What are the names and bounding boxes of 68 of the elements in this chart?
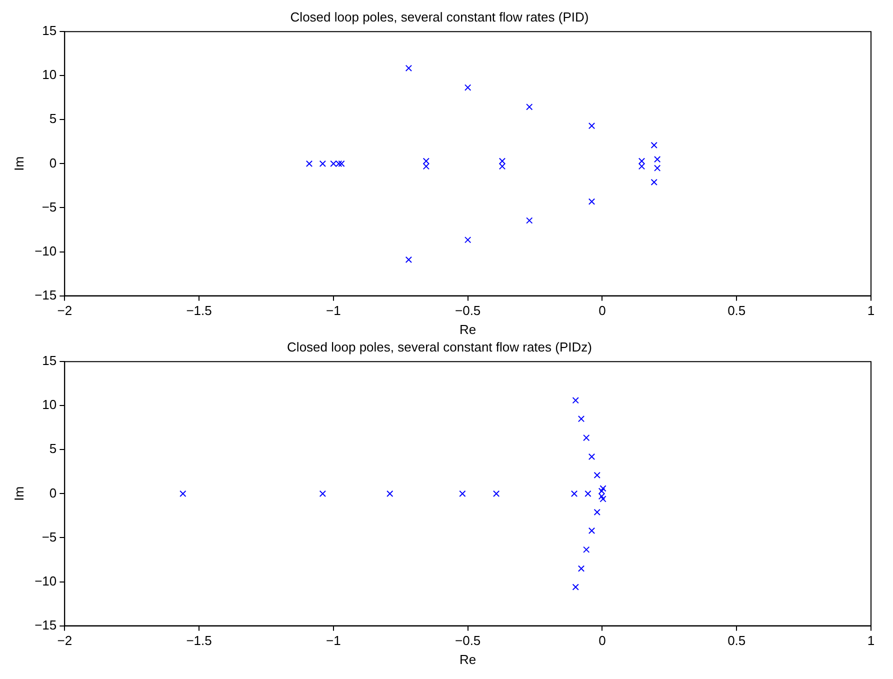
point bbox=[464, 236, 472, 244]
y-axis-title: Im bbox=[11, 486, 26, 501]
point bbox=[459, 490, 466, 498]
point bbox=[526, 104, 533, 110]
y-tick-label: −10 bbox=[34, 573, 57, 588]
point bbox=[578, 416, 585, 422]
y-tick-label: 15 bbox=[42, 353, 57, 368]
point bbox=[335, 160, 342, 168]
x-tick-label: −1.5 bbox=[186, 633, 212, 648]
point bbox=[180, 490, 186, 498]
y-tick-label: 10 bbox=[42, 397, 57, 412]
point bbox=[464, 84, 472, 91]
point bbox=[526, 217, 533, 224]
point bbox=[405, 64, 412, 72]
x-axis-title: Re bbox=[460, 322, 476, 337]
y-tick-label: −15 bbox=[34, 617, 57, 632]
y-tick-label: −5 bbox=[42, 529, 57, 544]
x-axis-title: Re bbox=[460, 652, 476, 667]
x-tick-label: −2 bbox=[57, 633, 72, 648]
point bbox=[588, 527, 596, 534]
y-axis-title: Im bbox=[11, 156, 26, 171]
y-tick-label: −15 bbox=[34, 287, 57, 302]
x-tick-label: 0 bbox=[598, 633, 606, 648]
point bbox=[584, 490, 592, 498]
point bbox=[654, 164, 661, 172]
point bbox=[492, 490, 500, 498]
point bbox=[650, 142, 658, 149]
chart-title: Closed loop poles, several constant flow rates (PID) bbox=[290, 9, 589, 24]
point bbox=[583, 434, 590, 442]
point bbox=[330, 160, 337, 168]
point bbox=[338, 160, 345, 168]
y-tick-label: 5 bbox=[49, 111, 57, 126]
point bbox=[583, 546, 590, 553]
point bbox=[306, 160, 313, 168]
x-tick-label: 1 bbox=[867, 633, 875, 648]
y-tick-label: −5 bbox=[42, 199, 57, 214]
y-tick-label: 0 bbox=[49, 485, 57, 500]
point bbox=[572, 397, 579, 404]
point bbox=[319, 490, 326, 498]
x-tick-label: −1 bbox=[326, 303, 341, 318]
point bbox=[588, 198, 596, 205]
x-tick-label: 0.5 bbox=[728, 303, 746, 318]
y-tick-label: 0 bbox=[49, 155, 57, 170]
point bbox=[594, 508, 600, 516]
point bbox=[588, 122, 596, 130]
x-tick-label: −1.5 bbox=[186, 303, 212, 318]
x-tick-label: −0.5 bbox=[454, 303, 481, 318]
x-tick-label: 0.5 bbox=[728, 633, 746, 648]
point bbox=[405, 256, 412, 264]
point bbox=[594, 472, 600, 479]
point bbox=[578, 565, 585, 572]
point bbox=[570, 490, 578, 498]
x-tick-label: 0 bbox=[598, 303, 606, 318]
point bbox=[654, 156, 661, 163]
x-tick-label: −1 bbox=[326, 633, 341, 648]
y-tick-label: 10 bbox=[42, 67, 57, 82]
chart-title: Closed loop poles, several constant flow rates (PIDz) bbox=[287, 339, 592, 354]
y-tick-label: 15 bbox=[42, 23, 57, 38]
point bbox=[588, 453, 596, 460]
point bbox=[572, 584, 579, 590]
x-tick-label: −2 bbox=[57, 303, 72, 318]
point bbox=[319, 160, 326, 168]
y-tick-label: −10 bbox=[34, 243, 57, 258]
x-tick-label: −0.5 bbox=[454, 633, 481, 648]
point bbox=[650, 178, 658, 186]
point bbox=[386, 490, 394, 498]
y-tick-label: 5 bbox=[49, 441, 57, 456]
x-tick-label: 1 bbox=[867, 303, 875, 318]
